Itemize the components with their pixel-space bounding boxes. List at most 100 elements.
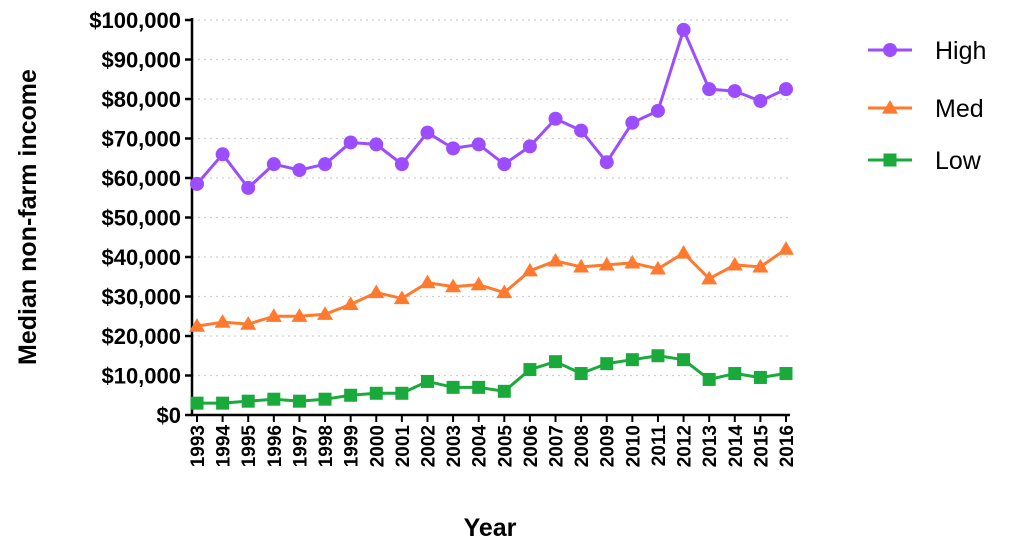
y-tick-label: $70,000 — [101, 127, 181, 152]
y-tick-label: $90,000 — [101, 48, 181, 73]
series-med-line — [196, 247, 787, 328]
x-tick-label: 2014 — [726, 425, 747, 468]
x-tick-label: 2013 — [700, 425, 721, 467]
data-point-med — [419, 274, 436, 289]
data-point-med — [291, 308, 308, 322]
data-point-high — [497, 157, 512, 172]
x-tick-label: 2011 — [649, 425, 670, 467]
data-point-med — [778, 241, 794, 255]
data-point-high — [599, 155, 614, 170]
data-point-low — [728, 367, 742, 381]
data-point-med — [265, 308, 282, 322]
data-point-med — [393, 290, 410, 305]
data-point-low — [318, 392, 332, 406]
x-axis-title: Year — [464, 514, 517, 542]
legend: High Med Low — [868, 37, 986, 175]
data-point-med — [240, 316, 257, 330]
series-high-line — [195, 28, 787, 190]
data-point-low — [574, 367, 588, 381]
data-point-med — [521, 262, 538, 277]
data-point-high — [266, 157, 281, 172]
data-point-high — [753, 93, 768, 108]
y-tick-label: $50,000 — [101, 206, 181, 231]
data-point-low — [241, 394, 255, 408]
data-point-low — [702, 372, 716, 386]
x-tick-label: 1993 — [188, 425, 209, 467]
x-tick-label: 1994 — [214, 425, 235, 468]
data-point-med — [214, 314, 231, 328]
data-point-med — [598, 256, 615, 271]
data-point-high — [676, 22, 691, 37]
x-tick-label: 2015 — [751, 425, 772, 468]
data-point-high — [446, 141, 461, 156]
data-point-high — [574, 123, 589, 138]
axes — [190, 18, 790, 417]
series-low-line — [197, 354, 787, 405]
data-point-high — [548, 111, 563, 126]
x-tick-label: 1995 — [239, 425, 260, 468]
x-tick-label: 1996 — [265, 425, 286, 467]
series-med — [189, 241, 794, 332]
data-point-low — [267, 392, 281, 406]
data-point-med — [470, 276, 487, 291]
legend-label-high: High — [935, 37, 986, 65]
legend-item-low: Low — [868, 147, 982, 175]
x-tick-label: 2009 — [598, 425, 619, 467]
y-tick-label: $10,000 — [101, 364, 181, 389]
data-point-high — [625, 115, 640, 130]
data-point-med — [752, 258, 769, 273]
data-point-high — [727, 84, 742, 99]
x-tick-label: 2008 — [572, 425, 593, 467]
series-low — [190, 349, 793, 410]
data-point-high — [241, 180, 256, 195]
data-point-low — [779, 367, 793, 381]
x-axis-ticks: 1993 1994 1995 1996 1997 1998 1999 2000 2001 2002… — [188, 415, 798, 467]
data-point-low — [549, 355, 563, 369]
x-tick-label: 1998 — [316, 425, 337, 467]
data-point-med — [368, 284, 385, 299]
data-point-med — [496, 284, 513, 299]
y-tick-label: $80,000 — [101, 87, 181, 112]
data-point-high — [522, 139, 537, 154]
data-point-high — [779, 82, 793, 97]
data-point-low — [677, 353, 691, 367]
x-tick-label: 1999 — [342, 425, 363, 467]
legend-label-med: Med — [935, 95, 984, 123]
y-tick-label: $30,000 — [101, 285, 181, 310]
data-point-med — [675, 245, 692, 259]
x-tick-label: 2003 — [444, 425, 465, 467]
data-point-low — [369, 386, 383, 400]
data-point-med — [445, 278, 462, 293]
data-point-low — [753, 370, 767, 384]
x-tick-label: 2016 — [777, 425, 798, 467]
x-tick-label: 2001 — [393, 425, 414, 468]
data-point-high — [420, 125, 435, 140]
x-tick-label: 2002 — [418, 425, 439, 467]
data-point-med — [547, 252, 564, 267]
data-point-low — [446, 380, 460, 394]
x-tick-label: 2000 — [367, 425, 388, 467]
data-point-high — [702, 82, 717, 97]
legend-label-low: Low — [935, 147, 982, 175]
x-tick-label: 2006 — [521, 425, 542, 467]
data-point-low — [190, 396, 204, 410]
legend-item-high: High — [868, 37, 986, 65]
legend-marker-low — [883, 153, 897, 167]
data-point-low — [600, 357, 614, 371]
data-point-high — [394, 157, 409, 172]
y-tick-label: $20,000 — [101, 324, 181, 349]
y-tick-label: $40,000 — [101, 245, 181, 270]
legend-item-med: Med — [868, 95, 984, 123]
data-point-high — [343, 135, 358, 150]
x-tick-label: 2010 — [623, 425, 644, 467]
data-point-high — [292, 163, 307, 178]
data-point-low — [344, 388, 358, 402]
data-point-med — [701, 270, 718, 285]
data-point-low — [651, 349, 665, 363]
x-tick-label: 1997 — [290, 425, 311, 467]
x-tick-label: 2007 — [547, 425, 568, 467]
series-high — [190, 22, 793, 195]
data-point-med — [649, 260, 666, 275]
data-point-high — [650, 103, 665, 118]
